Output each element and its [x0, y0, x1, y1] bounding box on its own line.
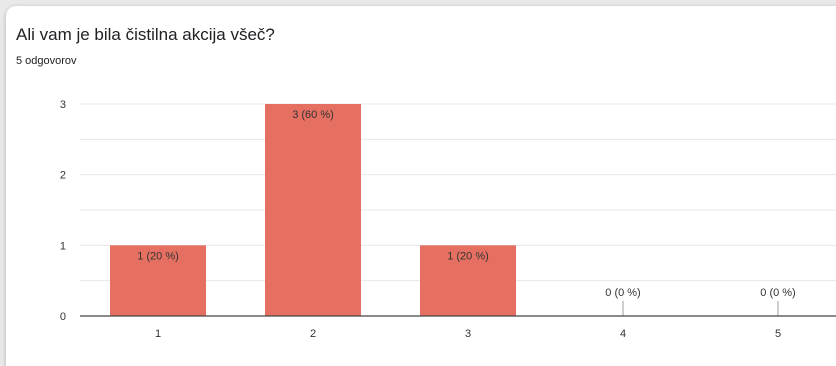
x-tick-label: 1 — [155, 328, 161, 340]
bar — [265, 104, 361, 316]
x-tick-label: 4 — [620, 328, 626, 340]
response-count: 5 odgovorov — [16, 55, 77, 67]
data-label: 0 (0 %) — [760, 287, 795, 299]
y-tick-label: 1 — [60, 240, 66, 252]
y-tick-label: 3 — [60, 99, 66, 111]
x-tick-label: 3 — [465, 328, 471, 340]
y-tick-label: 0 — [60, 311, 66, 323]
bars — [110, 104, 779, 316]
labels: 0 1 2 3 1 (20 %) 1 3 (60 %) 2 1 (20 %) 3 0 (0 %) 4 0… — [60, 99, 796, 340]
x-tick-label: 2 — [310, 328, 316, 340]
data-label: 3 (60 %) — [292, 109, 334, 121]
bar — [110, 245, 206, 316]
x-tick-label: 5 — [775, 328, 781, 340]
bar — [420, 245, 516, 316]
data-label: 0 (0 %) — [605, 287, 640, 299]
bar-chart: 0 1 2 3 1 (20 %) 1 3 (60 %) 2 1 (20 %) 3 0 (0 %) 4 0… — [60, 99, 836, 340]
data-label: 1 (20 %) — [137, 250, 179, 262]
data-label: 1 (20 %) — [447, 250, 489, 262]
y-tick-label: 2 — [60, 170, 66, 182]
question-title: Ali vam je bila čistilna akcija všeč? — [16, 25, 275, 44]
